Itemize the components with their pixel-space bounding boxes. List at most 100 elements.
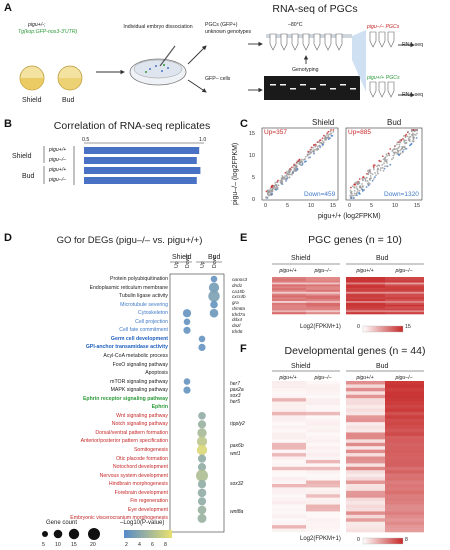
d-legend-size-dot-1 [53, 529, 63, 539]
c-point [369, 183, 371, 185]
gfp-neg-label: GFP– cells [205, 76, 231, 82]
f-legend-min: 0 [357, 537, 360, 543]
e-cell-13-3 [385, 301, 424, 304]
c-point [387, 152, 390, 155]
stage-shield-label: Shield [22, 97, 42, 104]
e-cell-19-3 [385, 312, 424, 315]
c-point [299, 163, 301, 166]
go-term-10: FoxO signaling pathway [112, 361, 168, 368]
e-cell-1-3 [385, 278, 424, 281]
f-cell-21-1 [306, 453, 340, 457]
c-point [298, 160, 301, 163]
c-point [386, 159, 388, 161]
panel-d-letter: D [4, 232, 12, 244]
go-term-21: Otic placode formation [116, 455, 168, 462]
f-cell-36-1 [306, 504, 340, 509]
e-cell-2-2 [346, 280, 385, 283]
f-cell-41-2 [346, 521, 385, 526]
c-point [370, 172, 372, 175]
f-group-shield: Shield [291, 363, 311, 370]
f-cell-5-1 [306, 398, 340, 402]
f-cell-2-0 [272, 387, 306, 392]
f-gene-4: ripply2 [230, 421, 245, 427]
f-group-bud: Bud [376, 363, 389, 370]
go-term-5: Cell projection [135, 318, 168, 325]
d-legend-size-20: 20 [90, 542, 96, 548]
f-cell-1-1 [306, 384, 340, 389]
c-point [369, 168, 371, 171]
e-cell-12-3 [385, 299, 424, 302]
f-gene-5: pax6b [230, 443, 244, 449]
c-point [277, 179, 279, 182]
e-cell-4-1 [306, 284, 340, 287]
c-point [319, 139, 322, 141]
c-point [321, 139, 324, 142]
c-point [412, 136, 415, 139]
go-term-14: Ephrin receptor signaling pathway [82, 395, 168, 402]
e-cell-17-3 [385, 308, 424, 311]
f-cell-39-3 [385, 514, 424, 519]
c-point [353, 190, 356, 192]
c-point [295, 166, 297, 169]
c-ytick-2: 10 [249, 153, 255, 159]
f-cell-25-1 [306, 466, 340, 471]
c-point [330, 129, 332, 131]
f-cell-6-1 [306, 401, 340, 406]
c-xtick-1-1: 5 [370, 203, 373, 209]
c-point [271, 186, 273, 189]
e-cell-9-2 [346, 293, 385, 296]
b-group-shield: Shield [12, 153, 32, 160]
e-cell-17-1 [306, 308, 340, 311]
f-cell-31-0 [272, 487, 306, 492]
f-col-2: pigu+/+ [356, 375, 374, 381]
c-point [373, 168, 375, 171]
c-point [415, 129, 418, 131]
c-point [269, 193, 271, 196]
d-legend-size-dot-3 [88, 528, 100, 540]
f-cell-8-3 [385, 408, 424, 413]
c-up-bud: Up=885 [348, 129, 371, 136]
bud-embryo-icon [57, 65, 83, 91]
genotype-line1: pigu+/-; [28, 22, 46, 28]
c-stage-shield: Shield [312, 118, 335, 127]
c-point [396, 153, 399, 156]
b-row-label-0: pigu+/+ [49, 147, 67, 153]
f-cell-40-0 [272, 518, 306, 523]
go-term-1: Endoplasmic reticulum membrane [89, 284, 168, 291]
go-bubble-19 [196, 469, 208, 482]
e-cell-6-2 [346, 288, 385, 291]
e-cell-0-0 [272, 277, 306, 280]
f-cell-22-0 [272, 456, 306, 461]
e-cell-14-0 [272, 302, 306, 306]
f-gene-list: her7 pax2a sox3 her5 ripply2 pax6b wnt1 sox32 wn… [230, 381, 272, 532]
c-xtick-0-3: 15 [330, 203, 336, 209]
go-term-7: Germ cell development [110, 335, 168, 342]
c-point [285, 174, 288, 177]
go-bubble-11 [183, 386, 191, 394]
c-point [352, 194, 355, 197]
c-point [294, 168, 297, 171]
c-point [284, 172, 287, 174]
f-cell-43-1 [306, 528, 340, 533]
f-cell-6-3 [385, 401, 424, 406]
panel-b-letter: B [4, 118, 12, 130]
f-cell-0-1 [306, 381, 340, 385]
f-cell-38-2 [346, 511, 385, 516]
e-cell-14-1 [306, 302, 340, 306]
c-point [365, 186, 368, 188]
f-cell-33-0 [272, 494, 306, 498]
f-cell-40-1 [306, 518, 340, 523]
c-point [288, 169, 290, 172]
c-point [349, 189, 352, 192]
c-point [318, 144, 321, 147]
c-point [355, 185, 358, 188]
c-point [388, 154, 390, 157]
c-ytick-0: 0 [252, 197, 255, 203]
c-point [404, 135, 407, 137]
c-point [395, 151, 398, 154]
e-cell-9-3 [385, 293, 424, 296]
f-cell-30-1 [306, 483, 340, 488]
go-bubble-1 [208, 282, 220, 293]
e-cell-0-3 [385, 277, 424, 280]
f-cell-4-2 [346, 394, 385, 399]
